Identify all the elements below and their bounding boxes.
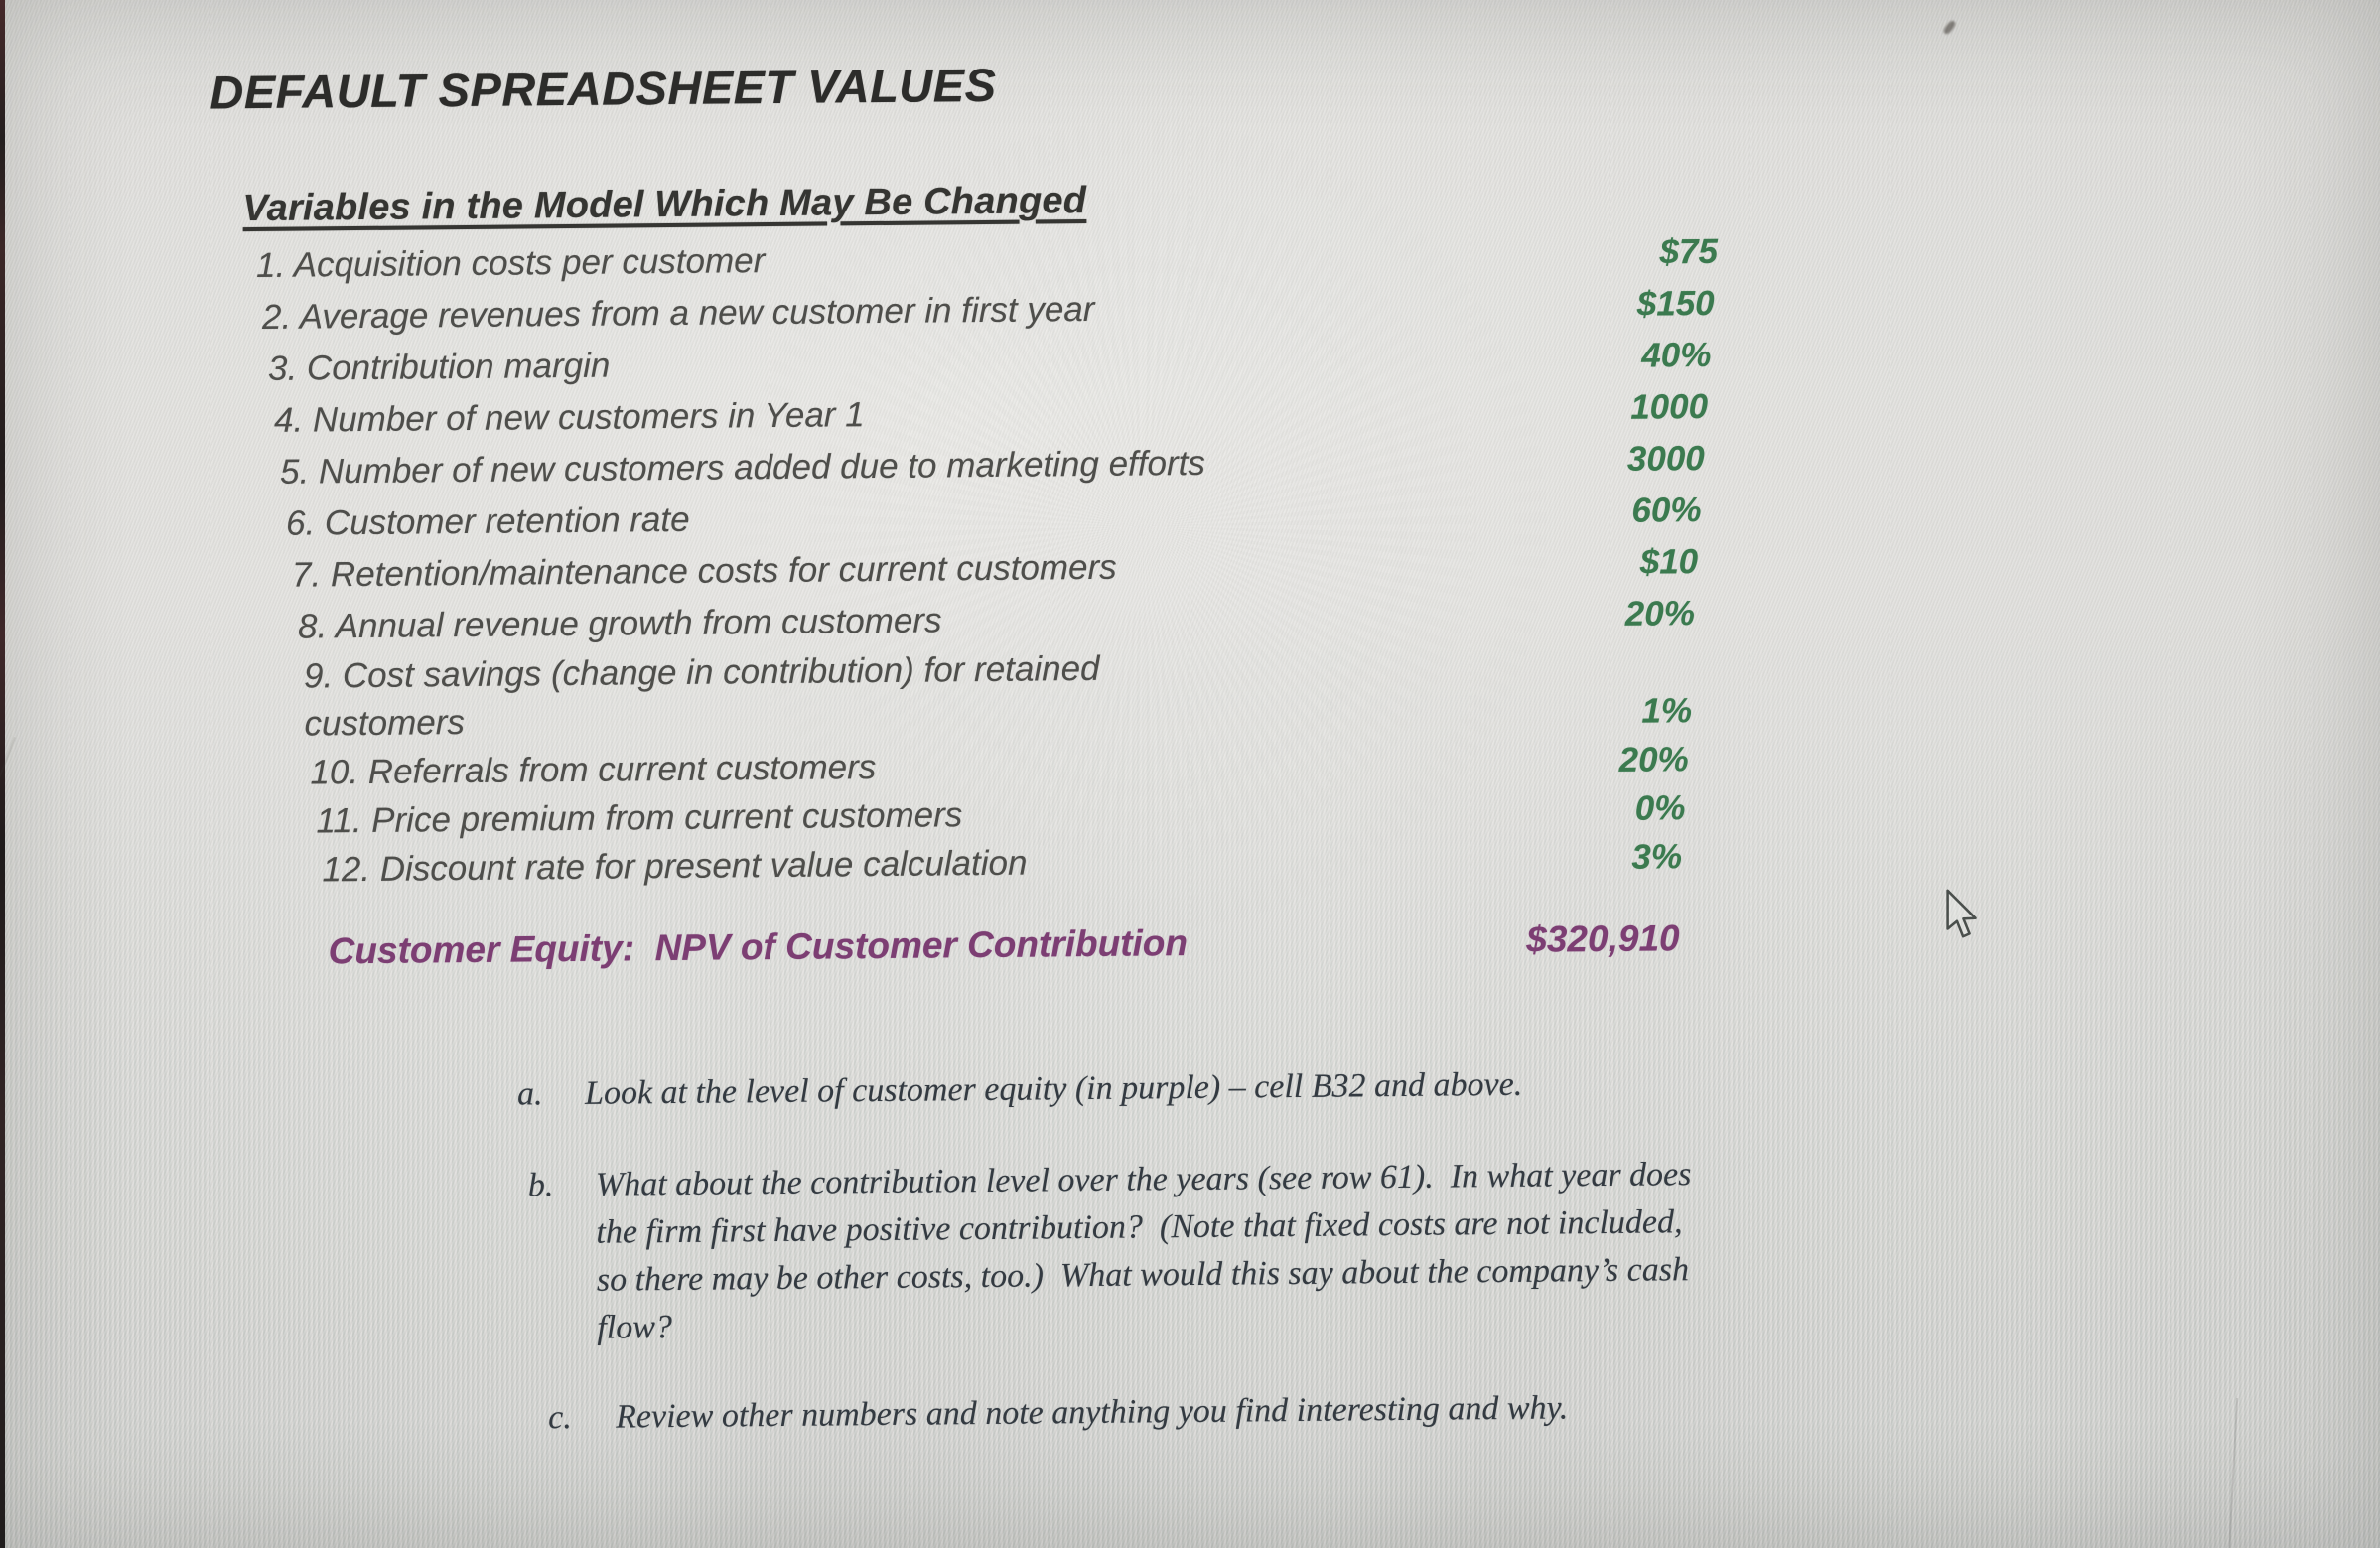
question-marker: a. (516, 1075, 543, 1113)
customer-equity-label: Customer Equity: NPV of Customer Contrib… (328, 922, 1189, 972)
variable-label: 10. Referrals from current customers (310, 747, 877, 792)
variable-value: 20% (1618, 739, 1689, 779)
variable-label: 8. Annual revenue growth from customers (297, 601, 942, 646)
variable-label: 12. Discount rate for present value calc… (322, 843, 1028, 889)
variable-value: $150 (1636, 283, 1715, 324)
variable-value: 40% (1641, 335, 1712, 375)
variable-label: 11. Price premium from current customers (316, 794, 963, 840)
question-text: What about the contribution level over t… (595, 1156, 1692, 1346)
question-text: Look at the level of customer equity (in… (584, 1065, 1523, 1112)
variable-label: 3. Contribution margin (267, 346, 611, 388)
variable-value: $75 (1659, 231, 1719, 272)
variable-value: $10 (1639, 542, 1699, 582)
variable-label: 5. Number of new customers added due to … (279, 443, 1206, 492)
question-marker: b. (527, 1167, 554, 1204)
question-marker: c. (548, 1399, 572, 1437)
variables-list: 1. Acquisition costs per customer $75 2.… (256, 226, 1725, 978)
variable-label: 4. Number of new customers in Year 1 (273, 395, 865, 440)
variable-label: 9. Cost savings (change in contribution)… (303, 648, 1100, 744)
variable-label: 6. Customer retention rate (285, 499, 690, 543)
question-text: Review other numbers and note anything y… (616, 1389, 1569, 1436)
variable-label: 1. Acquisition costs per customer (255, 241, 766, 286)
mouse-pointer-icon (1946, 889, 1977, 938)
section-heading: Variables in the Model Which May Be Chan… (242, 179, 1087, 230)
customer-equity-row: Customer Equity: NPV of Customer Contrib… (328, 913, 1724, 977)
variable-value: 3000 (1626, 439, 1705, 479)
variable-value: 60% (1631, 491, 1702, 530)
question-c: c. Review other numbers and note anythin… (548, 1382, 2049, 1441)
variable-label: 2. Average revenues from a new customer … (261, 289, 1095, 337)
screen-bezel-edge (0, 0, 5, 1548)
question-b: b. What about the contribution level ove… (528, 1148, 2049, 1353)
variable-value: 0% (1634, 787, 1686, 828)
variable-label: 7. Retention/maintenance costs for curre… (291, 547, 1117, 595)
variable-value: 20% (1624, 594, 1696, 633)
variable-value: 1000 (1630, 386, 1709, 427)
variable-row: 9. Cost savings (change in contribution)… (304, 639, 1723, 749)
questions-list: a. Look at the level of customer equity … (517, 1058, 2049, 1441)
page-title: DEFAULT SPREADSHEET VALUES (210, 58, 997, 119)
variable-value: 3% (1631, 836, 1683, 877)
customer-equity-value: $320,910 (1526, 917, 1680, 960)
variable-value: 1% (1641, 691, 1693, 731)
question-a: a. Look at the level of customer equity … (517, 1058, 2046, 1117)
